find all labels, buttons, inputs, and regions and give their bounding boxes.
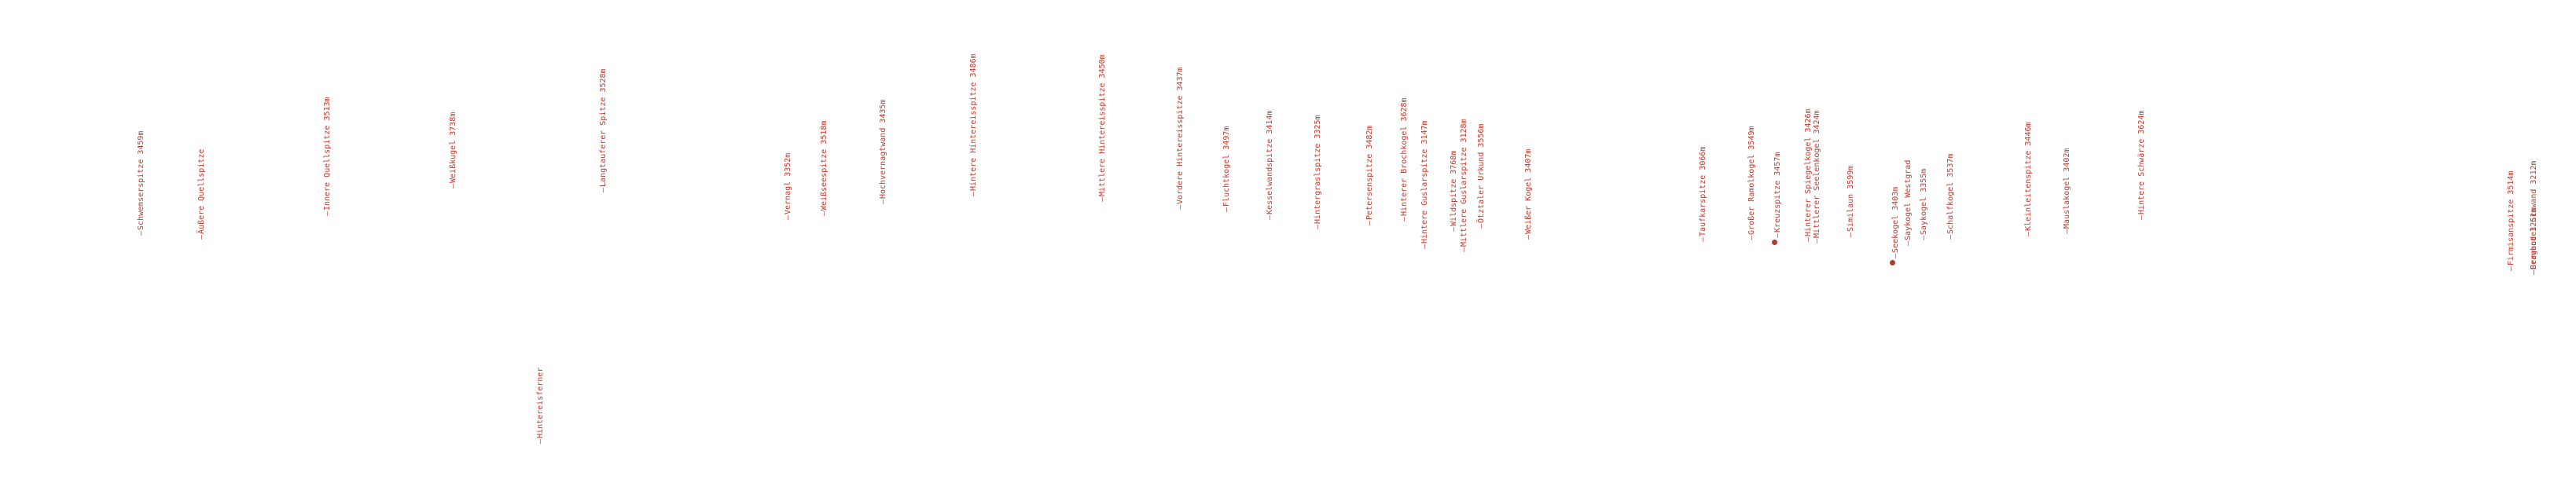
peak-name: Seekogel 3403m: [1891, 187, 1900, 258]
peak-name: Vordere Hintereisspitze 3437m: [1176, 67, 1185, 210]
peak-name: Vernagl 3352m: [784, 153, 792, 220]
peak-name: Mittlere Guslarspitze 3128m: [1460, 119, 1468, 252]
peak-name: Schalfkogel 3537m: [1946, 154, 1955, 240]
peak-name: Großer Ramolkogel 3549m: [1747, 126, 1756, 240]
peak-name: Hochvernagtwand 3435m: [879, 100, 887, 204]
peak-name: Hintere Guslarspitze 3147m: [1420, 120, 1429, 249]
peak-name: Saykogel 3355m: [1920, 169, 1928, 240]
peak-name: Weißseespitze 3518m: [820, 121, 829, 216]
peak-name: Hintere Hintereisspitze 3486m: [969, 53, 978, 196]
peak-name: Äußere Quellspitze: [197, 149, 206, 240]
peak-name: Mittlere Hintereisspitze 3450m: [1098, 54, 1107, 202]
peak-name: Hintergraslspitze 3325m: [1314, 115, 1322, 229]
peak-name: Ötztaler Urkund 3556m: [1477, 124, 1486, 229]
peak-name: Petersenspitze 3482m: [1365, 126, 1374, 225]
peak-name: Taufkarspitze 3066m: [1699, 147, 1707, 242]
peak-name: Kreuzspitze 3457m: [1773, 152, 1782, 238]
peak-name: Schwemserspitze 3459m: [137, 131, 145, 236]
peak-name: Langtauferer Spitze 3528m: [599, 68, 608, 192]
peak-name: Weißkugel 3738m: [449, 112, 458, 189]
peak-name: Innere Quellspitze 3513m: [323, 97, 332, 216]
peak-name: Similaun 3599m: [1847, 166, 1855, 237]
peak-marker-icon: [1890, 260, 1895, 265]
peak-name: Fluchtkogel 3497m: [1222, 126, 1231, 212]
peak-name: Weißer Kogel 3407m: [1524, 149, 1533, 240]
peak-name: Hintereisferner: [536, 368, 545, 444]
peak-marker-icon: [1772, 240, 1777, 245]
peak-name: Hinterer Spiegelkogel 3426m: [1804, 108, 1813, 242]
peak-name: Mauslakogel 3402m: [2063, 148, 2071, 234]
peak-name: Hinterer Brochkogel 3628m: [1400, 97, 1409, 222]
peak-name: Mittlerer Seelenkogel 3424m: [1813, 110, 1821, 244]
peak-name: Berghotel Grawand 3212m: [2530, 160, 2538, 275]
peak-name: Kesselwandspitze 3414m: [1266, 111, 1274, 220]
peak-name: Hintere Schwärze 3624m: [2137, 111, 2146, 220]
peak-name: Saykogel Westgrad: [1904, 160, 1913, 246]
peak-name: Firmisanspitze 3514m: [2507, 171, 2515, 271]
peak-name: Kleinleitenspitze 3446m: [2024, 122, 2033, 236]
peak-name: Wildspitze 3768m: [1450, 151, 1458, 232]
